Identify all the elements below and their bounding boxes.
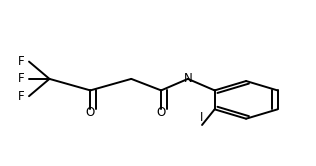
Text: O: O [86,106,95,119]
Text: O: O [156,106,166,119]
Text: I: I [200,111,204,124]
Text: F: F [18,72,24,85]
Text: F: F [18,90,24,103]
Text: F: F [18,55,24,68]
Text: N: N [184,72,192,85]
